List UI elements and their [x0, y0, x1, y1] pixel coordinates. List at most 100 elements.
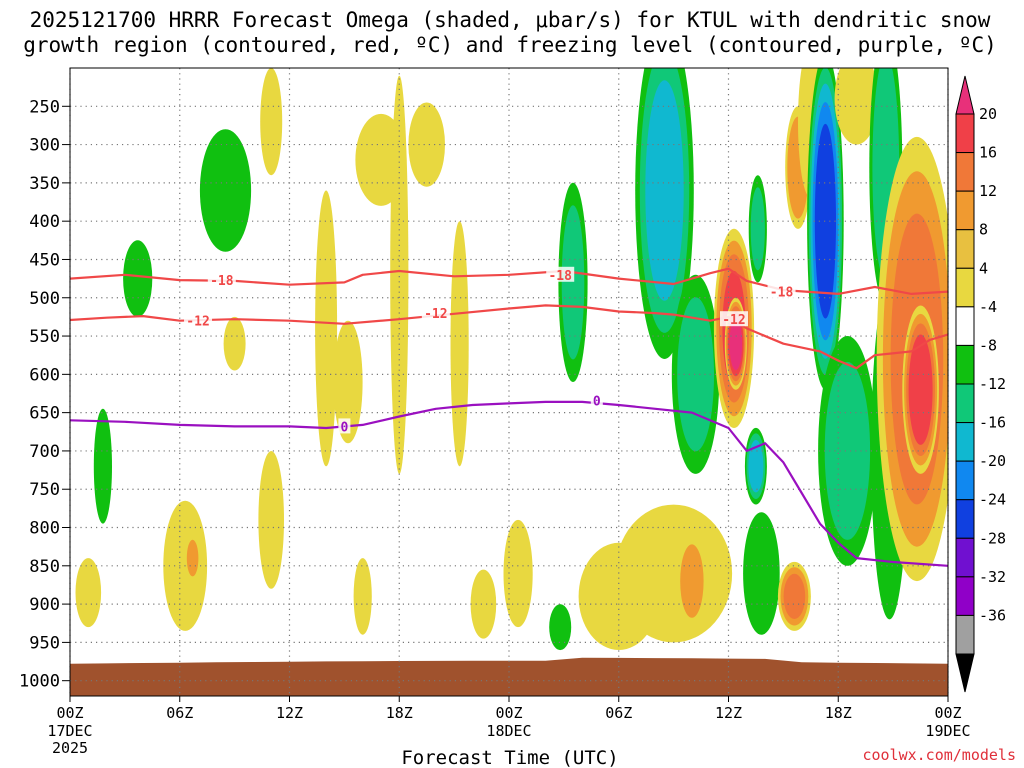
- colorbar-bottom-arrow: [955, 653, 975, 693]
- x-date-label: 19DEC: [925, 722, 970, 740]
- contour-label: -18: [548, 269, 572, 284]
- colorbar-segment: [955, 267, 975, 308]
- colorbar-segment: [955, 614, 975, 655]
- contour-label-bg: [719, 311, 748, 327]
- omega-cell: [258, 451, 285, 589]
- omega-cell: [503, 519, 533, 628]
- x-tick-label: 12Z: [715, 704, 742, 722]
- omega-cell: [750, 187, 765, 271]
- y-tick-label: 250: [29, 97, 60, 117]
- x-date-label: 18DEC: [486, 722, 531, 740]
- y-tick-label: 550: [29, 327, 60, 347]
- colorbar-label: 20: [979, 105, 997, 123]
- colorbar: 20 16 12 8 4 -4 -8 -12 -16 -20 -24 -28 -32 -36: [955, 75, 1006, 693]
- chart-title-line-1: 2025121700 HRRR Forecast Omega (shaded, …: [30, 8, 991, 32]
- contour-label-bg: [767, 283, 796, 299]
- omega-cell: [561, 205, 585, 360]
- contour-label: 0: [340, 420, 348, 435]
- omega-cell: [908, 334, 933, 445]
- y-tick-label: 750: [29, 480, 60, 500]
- plot-area: -18 -18 -18 -12 -12 -12 0 0: [69, 67, 949, 697]
- colorbar-label: 8: [979, 221, 988, 239]
- contour-label-bg: [184, 312, 213, 328]
- colorbar-label: -24: [979, 491, 1006, 509]
- y-tick-label: 650: [29, 404, 60, 424]
- colorbar-segment: [955, 229, 975, 269]
- colorbar-segment: [955, 152, 975, 192]
- omega-cell: [743, 512, 780, 635]
- omega-cell: [729, 317, 743, 371]
- colorbar-label: -12: [979, 375, 1006, 393]
- y-tick-label: 500: [29, 289, 60, 309]
- contour-label-bg: [590, 392, 603, 408]
- y-tick-label: 700: [29, 442, 60, 462]
- colorbar-segment: [955, 537, 975, 578]
- contour-label-bg: [207, 272, 236, 288]
- omega-cell: [123, 240, 153, 317]
- omega-cell: [824, 361, 871, 540]
- omega-cell: [470, 569, 497, 639]
- colorbar-label: 4: [979, 259, 988, 277]
- y-tick-label: 950: [29, 633, 60, 653]
- x-tick-label: 00Z: [56, 704, 83, 722]
- omega-cell: [260, 68, 283, 176]
- omega-cell: [783, 573, 806, 620]
- omega-cell: [549, 604, 572, 651]
- colorbar-label: -32: [979, 568, 1006, 586]
- x-tick-label: 18Z: [825, 704, 852, 722]
- omega-cell: [408, 102, 446, 187]
- y-tick-label: 850: [29, 557, 60, 577]
- x-tick-label: 12Z: [276, 704, 303, 722]
- colorbar-segment: [955, 190, 975, 231]
- y-axis-pressure: 250 300 350 400 450 500 550 600 650 700 750 800 850 9…: [19, 97, 70, 692]
- omega-cell: [814, 123, 837, 319]
- colorbar-segment: [955, 344, 975, 385]
- y-tick-label: 400: [29, 212, 60, 232]
- y-tick-label: 350: [29, 174, 60, 194]
- colorbar-label: -4: [979, 298, 997, 316]
- x-tick-label: 06Z: [166, 704, 193, 722]
- colorbar-segment: [955, 306, 975, 346]
- temperature-contours: -18 -18 -18 -12 -12 -12 0 0: [70, 266, 948, 567]
- colorbar-label: 12: [979, 182, 997, 200]
- y-tick-label: 800: [29, 519, 60, 539]
- colorbar-label: 16: [979, 144, 997, 162]
- y-tick-label: 1000: [19, 672, 60, 692]
- chart-title-line-2: growth region (contoured, red, ºC) and f…: [23, 33, 997, 57]
- colorbar-label: -8: [979, 336, 997, 354]
- omega-cell: [93, 408, 112, 524]
- contour-label: -12: [424, 307, 447, 322]
- colorbar-label: -16: [979, 414, 1006, 432]
- omega-cell: [680, 544, 704, 618]
- omega-cell: [223, 316, 246, 371]
- colorbar-segment: [955, 499, 975, 539]
- colorbar-segment: [955, 113, 975, 154]
- colorbar-segment: [955, 460, 975, 501]
- colorbar-top-arrow: [955, 75, 975, 115]
- x-tick-label: 18Z: [386, 704, 413, 722]
- colorbar-label: -36: [979, 606, 1006, 624]
- x-tick-label: 00Z: [934, 704, 961, 722]
- colorbar-label: -28: [979, 529, 1006, 547]
- x-tick-label: 06Z: [605, 704, 632, 722]
- y-tick-label: 450: [29, 250, 60, 270]
- y-tick-label: 300: [29, 136, 60, 156]
- omega-shading: [75, 68, 948, 651]
- x-axis-label: Forecast Time (UTC): [401, 747, 618, 768]
- x-axis-forecast-time: 00Z 06Z 12Z 18Z 00Z 06Z 12Z 18Z 00Z17DEC202518DE…: [47, 696, 971, 757]
- contour-label: -18: [770, 286, 794, 301]
- omega-cell: [315, 190, 338, 467]
- omega-cell: [186, 539, 199, 577]
- contour-label-bg: [421, 305, 450, 321]
- omega-cell: [834, 68, 879, 145]
- contour-label: -18: [210, 274, 234, 289]
- x-tick-label: 00Z: [495, 704, 522, 722]
- y-tick-label: 600: [29, 365, 60, 385]
- omega-cell: [75, 558, 102, 628]
- colorbar-segment: [955, 383, 975, 424]
- omega-cell: [450, 221, 469, 467]
- omega-cell: [199, 129, 252, 252]
- x-date-label: 17DEC: [47, 722, 92, 740]
- x-date-label: 2025: [52, 739, 88, 757]
